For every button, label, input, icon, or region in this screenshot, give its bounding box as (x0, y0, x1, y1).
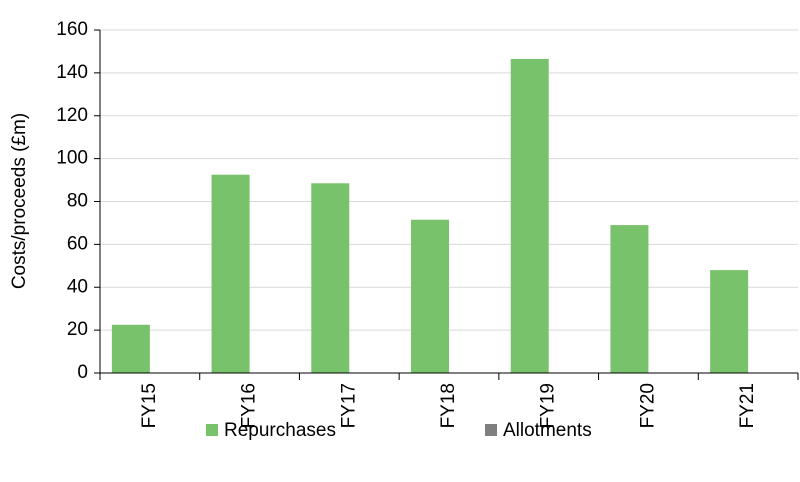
y-tick-label: 160 (56, 19, 88, 40)
y-tick-label: 120 (56, 105, 88, 126)
x-tick-label: FY19 (538, 383, 559, 428)
x-tick-label: FY20 (637, 383, 658, 428)
legend-label: Repurchases (224, 420, 336, 441)
x-tick-label: FY15 (139, 383, 160, 428)
y-tick-label: 80 (67, 191, 88, 212)
x-tick-label: FY21 (737, 383, 758, 428)
y-tick-label: 20 (67, 319, 88, 340)
legend-label: Allotments (503, 420, 592, 441)
y-tick-label: 0 (77, 362, 88, 383)
y-tick-label: 140 (56, 62, 88, 83)
x-tick-label: FY16 (239, 383, 260, 428)
bar (111, 324, 150, 373)
y-tick-label: 60 (67, 233, 88, 254)
legend-swatch (206, 424, 218, 436)
bar (710, 270, 749, 373)
bar (211, 174, 250, 373)
y-tick-label: 40 (67, 276, 88, 297)
y-tick-label: 100 (56, 148, 88, 169)
bar (411, 219, 449, 373)
x-tick-label: FY18 (438, 383, 459, 428)
bar (311, 183, 350, 373)
bar (510, 58, 549, 374)
legend-swatch (485, 424, 497, 436)
bar (610, 225, 649, 373)
y-axis-label: Costs/proceeds (£m) (9, 113, 30, 289)
x-tick-label: FY17 (338, 383, 359, 428)
